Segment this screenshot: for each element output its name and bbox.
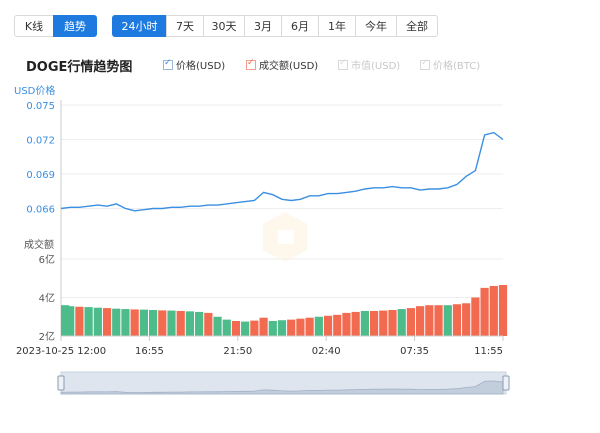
volume-bar — [333, 314, 342, 336]
volume-bar — [158, 310, 167, 336]
volume-bar — [75, 306, 84, 336]
volume-bar — [250, 320, 259, 336]
tab-3m[interactable]: 3月 — [244, 15, 282, 37]
volume-bar — [406, 308, 416, 336]
volume-bar — [443, 305, 452, 336]
volume-bar — [379, 310, 388, 336]
volume-bar — [416, 306, 425, 336]
x-tick-label: 21:50 — [223, 346, 252, 357]
volume-bar — [93, 307, 102, 336]
volume-bar — [148, 310, 158, 336]
x-tick-label: 11:55 — [474, 346, 503, 357]
watermark-logo — [263, 212, 307, 262]
legend-label: 市值(USD) — [351, 61, 401, 72]
volume-bar — [425, 305, 434, 336]
navigator-right-handle[interactable] — [502, 375, 510, 391]
volume-bar — [287, 319, 296, 336]
volume-bar — [480, 287, 489, 336]
volume-bar — [259, 317, 268, 336]
volume-bar — [139, 309, 148, 336]
volume-axis-label: 成交额 — [24, 240, 54, 251]
volume-ytick-label: 4亿 — [39, 292, 55, 305]
volume-bar — [434, 305, 443, 336]
legend-market-cap-usd[interactable]: ✓ 市值(USD) — [338, 57, 400, 72]
checkbox-unchecked-icon: ✓ — [420, 57, 430, 70]
legend-label: 价格(USD) — [176, 61, 226, 72]
volume-bar — [195, 311, 204, 336]
volume-bar — [397, 309, 406, 336]
volume-bar — [342, 312, 351, 336]
volume-bar — [369, 310, 379, 336]
volume-bar — [489, 285, 498, 336]
volume-bar — [66, 306, 75, 336]
price-line — [60, 131, 504, 212]
volume-bar — [388, 310, 397, 336]
volume-bar — [360, 310, 369, 336]
tab-24h[interactable]: 24小时 — [112, 15, 167, 37]
price-ytick-label: 0.069 — [26, 170, 55, 181]
x-tick-label: 2023-10-25 12:00 — [16, 346, 106, 357]
volume-bar — [61, 305, 70, 336]
tab-this-year[interactable]: 今年 — [355, 15, 397, 37]
volume-bar — [130, 309, 139, 336]
navigator-left-handle[interactable] — [57, 375, 65, 391]
tab-trend[interactable]: 趋势 — [53, 15, 97, 37]
volume-bar — [84, 307, 93, 336]
price-ytick-label: 0.072 — [26, 136, 55, 147]
checkbox-unchecked-icon: ✓ — [338, 57, 348, 70]
volume-bar — [498, 284, 508, 336]
chart-title: DOGE行情趋势图 — [26, 60, 133, 75]
time-navigator[interactable] — [57, 371, 510, 395]
legend-price-usd[interactable]: ✓ 价格(USD) — [163, 57, 225, 72]
volume-bar — [231, 320, 241, 336]
legend-volume-usd[interactable]: ✓ 成交额(USD) — [246, 57, 318, 72]
volume-bar — [213, 316, 222, 336]
volume-bar — [268, 320, 277, 336]
volume-bar — [314, 316, 323, 336]
volume-bar — [277, 320, 287, 336]
volume-bar — [167, 310, 176, 336]
volume-bar — [204, 312, 213, 336]
x-tick-label: 07:35 — [400, 346, 429, 357]
volume-bar — [121, 309, 130, 336]
checkbox-checked-icon: ✓ — [163, 57, 173, 70]
volume-ytick-label: 6亿 — [39, 253, 55, 266]
volume-ytick-label: 2亿 — [39, 330, 55, 343]
volume-bar — [462, 303, 471, 336]
x-tick-label: 02:40 — [312, 346, 341, 357]
navigator-preview — [60, 380, 504, 395]
tab-all[interactable]: 全部 — [396, 15, 438, 37]
volume-bar — [241, 321, 250, 336]
volume-bar — [305, 317, 314, 336]
legend-label: 成交额(USD) — [259, 61, 319, 72]
tab-30d[interactable]: 30天 — [203, 15, 245, 37]
volume-bar — [323, 315, 333, 336]
view-tabs: K线 趋势 — [14, 15, 97, 37]
range-tabs: 24小时 7天 30天 3月 6月 1年 今年 全部 — [112, 15, 438, 37]
volume-bar — [471, 297, 480, 336]
volume-bar — [296, 318, 305, 336]
legend-label: 价格(BTC) — [433, 61, 481, 72]
price-axis-label: USD价格 — [14, 86, 56, 97]
volume-bar — [351, 311, 360, 336]
x-tick-label: 16:55 — [135, 346, 164, 357]
price-ytick-label: 0.066 — [26, 205, 55, 216]
volume-bar — [176, 310, 185, 336]
volume-bar — [222, 319, 231, 336]
volume-bar — [452, 304, 462, 336]
legend-price-btc[interactable]: ✓ 价格(BTC) — [420, 57, 480, 72]
volume-bar — [112, 308, 121, 336]
volume-bar — [102, 308, 112, 336]
price-ytick-label: 0.075 — [26, 101, 55, 112]
checkbox-checked-icon: ✓ — [246, 57, 256, 70]
volume-bar — [185, 311, 195, 336]
